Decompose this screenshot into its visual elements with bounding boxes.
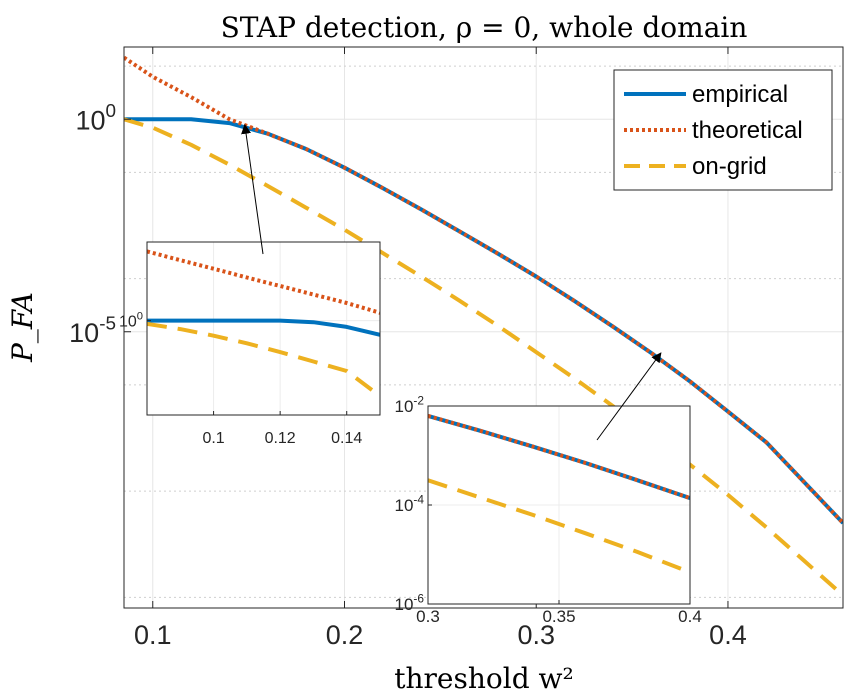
inset-low-series-empirical <box>147 318 380 337</box>
chart-title-text: STAP detection, ρ = 0, whole domain <box>221 11 748 44</box>
legend-label-on-grid: on-grid <box>692 153 767 180</box>
main-plot-frame <box>123 46 844 609</box>
inset-high-series-on-grid <box>428 478 690 575</box>
inset-high-x-tick-label-1: 0.35 <box>542 607 575 626</box>
x-axis-label-text: threshold w² <box>394 662 573 695</box>
inset-high-x-tick-label-2: 0.4 <box>678 607 702 626</box>
main-y-tick-label-0: 100 <box>75 101 116 135</box>
main-series-on-grid <box>124 117 843 597</box>
y-axis-label: P_FA <box>6 292 39 363</box>
main-y-tick-label-1: 10-5 <box>69 314 116 348</box>
zoom-arrow-1 <box>596 352 662 441</box>
main-x-tick-label-1: 0.2 <box>326 620 364 650</box>
main-x-tick-label-2: 0.3 <box>517 620 555 650</box>
inset-low-x-tick-label-0: 0.1 <box>202 430 224 447</box>
inset-low-x-tick-label-2: 0.14 <box>331 430 362 447</box>
inset-high-x-tick-label-0: 0.3 <box>416 607 440 626</box>
inset-high-y-tick-label-2: 10-6 <box>395 591 425 614</box>
inset-high-y-tick-label-1: 10-4 <box>395 492 425 515</box>
legend-items: empirical theoretical on-grid <box>624 81 803 180</box>
chart-title: STAP detection, ρ = 0, whole domain <box>221 11 748 44</box>
inset-high-threshold: 0.3 0.35 0.4 10-2 10-4 10-6 <box>395 393 702 626</box>
inset-low-x-tick-label-1: 0.12 <box>265 430 296 447</box>
inset-low-ticks: 0.1 0.12 0.14 100 <box>119 310 362 447</box>
zoom-arrows <box>241 123 662 441</box>
zoom-arrow-0 <box>241 123 264 255</box>
inset-high-series-theoretical <box>428 413 690 500</box>
legend: empirical theoretical on-grid <box>613 69 833 191</box>
inset-low-frame <box>146 241 381 416</box>
main-series-theoretical <box>124 55 843 525</box>
inset-low-y-tick-label-0: 100 <box>119 310 143 330</box>
main-series <box>124 55 843 597</box>
legend-label-theoretical: theoretical <box>692 117 803 144</box>
main-x-tick-label-0: 0.1 <box>134 620 172 650</box>
inset-low-series-on-grid <box>147 321 380 398</box>
inset-low-series <box>147 249 380 398</box>
inset-high-series <box>428 413 690 575</box>
y-axis-label-text: P_FA <box>6 292 39 363</box>
x-axis-label: threshold w² <box>394 662 573 695</box>
inset-low-threshold: 0.1 0.12 0.14 100 <box>119 241 381 447</box>
inset-low-series-theoretical <box>147 249 380 315</box>
inset-high-ticks: 0.3 0.35 0.4 10-2 10-4 10-6 <box>395 393 702 626</box>
main-x-tick-label-3: 0.4 <box>709 620 747 650</box>
inset-high-y-tick-label-0: 10-2 <box>395 393 425 416</box>
legend-label-empirical: empirical <box>692 81 788 108</box>
